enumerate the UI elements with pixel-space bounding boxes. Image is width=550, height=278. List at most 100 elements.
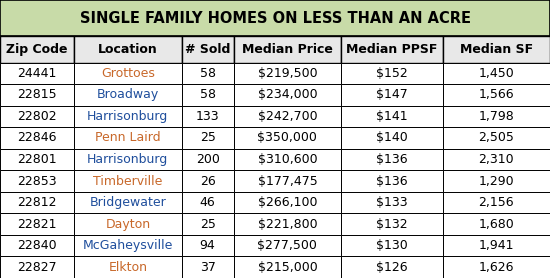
Bar [234, 170, 341, 192]
Bar [0, 170, 74, 192]
Text: $147: $147 [376, 88, 408, 101]
Text: $132: $132 [376, 218, 408, 231]
Bar [182, 106, 234, 127]
Text: $136: $136 [376, 175, 408, 188]
Bar [341, 213, 443, 235]
Bar [341, 36, 443, 63]
Text: Penn Laird: Penn Laird [95, 131, 161, 145]
Bar [182, 84, 234, 106]
Text: $234,000: $234,000 [257, 88, 317, 101]
Bar [234, 213, 341, 235]
Bar [234, 235, 341, 256]
Text: 26: 26 [200, 175, 216, 188]
Bar [341, 170, 443, 192]
Bar [443, 256, 550, 278]
Bar [341, 127, 443, 149]
Bar [443, 63, 550, 84]
Text: $266,100: $266,100 [257, 196, 317, 209]
Bar [182, 36, 234, 63]
Text: Timberville: Timberville [93, 175, 163, 188]
Text: 22853: 22853 [17, 175, 57, 188]
Bar [74, 213, 182, 235]
Bar [0, 256, 74, 278]
Text: 25: 25 [200, 131, 216, 145]
Bar [74, 235, 182, 256]
Bar [74, 106, 182, 127]
Text: Median SF: Median SF [460, 43, 533, 56]
Bar [182, 235, 234, 256]
Bar [74, 192, 182, 214]
Bar [0, 106, 74, 127]
Bar [341, 84, 443, 106]
Bar [341, 63, 443, 84]
Text: 58: 58 [200, 67, 216, 80]
Text: Location: Location [98, 43, 158, 56]
Text: Zip Code: Zip Code [7, 43, 68, 56]
Bar [341, 256, 443, 278]
Bar [74, 63, 182, 84]
Text: 22815: 22815 [17, 88, 57, 101]
Text: 133: 133 [196, 110, 219, 123]
Text: 22812: 22812 [18, 196, 57, 209]
Bar [234, 149, 341, 170]
Bar [443, 127, 550, 149]
Text: 94: 94 [200, 239, 216, 252]
Bar [182, 63, 234, 84]
Bar [74, 256, 182, 278]
Text: $140: $140 [376, 131, 408, 145]
Bar [182, 213, 234, 235]
Bar [443, 149, 550, 170]
Bar [443, 36, 550, 63]
Bar [74, 149, 182, 170]
Bar [182, 170, 234, 192]
Bar [0, 63, 74, 84]
Bar [0, 213, 74, 235]
Bar [182, 192, 234, 214]
Text: 1,941: 1,941 [478, 239, 514, 252]
Bar [182, 127, 234, 149]
Text: 1,450: 1,450 [478, 67, 514, 80]
Text: SINGLE FAMILY HOMES ON LESS THAN AN ACRE: SINGLE FAMILY HOMES ON LESS THAN AN ACRE [80, 11, 470, 26]
Bar [341, 106, 443, 127]
Bar [0, 192, 74, 214]
Text: 1,566: 1,566 [478, 88, 514, 101]
Bar [234, 192, 341, 214]
Bar [443, 106, 550, 127]
Text: 1,290: 1,290 [478, 175, 514, 188]
Bar [0, 36, 74, 63]
Bar [341, 235, 443, 256]
Text: $177,475: $177,475 [257, 175, 317, 188]
Bar [443, 84, 550, 106]
Text: Median Price: Median Price [242, 43, 333, 56]
Text: 24441: 24441 [18, 67, 57, 80]
Text: # Sold: # Sold [185, 43, 230, 56]
Text: 2,505: 2,505 [478, 131, 514, 145]
Text: $133: $133 [376, 196, 408, 209]
Bar [234, 36, 341, 63]
Bar [0, 127, 74, 149]
Bar [443, 235, 550, 256]
Bar [0, 235, 74, 256]
Text: $126: $126 [376, 261, 408, 274]
Bar [234, 84, 341, 106]
Text: 1,626: 1,626 [478, 261, 514, 274]
Text: $136: $136 [376, 153, 408, 166]
Text: Bridgewater: Bridgewater [90, 196, 166, 209]
Text: $350,000: $350,000 [257, 131, 317, 145]
Text: $219,500: $219,500 [257, 67, 317, 80]
Text: Broadway: Broadway [97, 88, 159, 101]
Text: Median PPSF: Median PPSF [346, 43, 438, 56]
Text: 22821: 22821 [18, 218, 57, 231]
Text: $152: $152 [376, 67, 408, 80]
Text: $310,600: $310,600 [257, 153, 317, 166]
Bar [234, 127, 341, 149]
Text: McGaheysville: McGaheysville [82, 239, 173, 252]
Text: 1,680: 1,680 [478, 218, 514, 231]
Bar [74, 84, 182, 106]
Bar [74, 170, 182, 192]
Text: Elkton: Elkton [108, 261, 147, 274]
Text: 46: 46 [200, 196, 216, 209]
Bar [234, 63, 341, 84]
Bar [341, 149, 443, 170]
Bar [443, 170, 550, 192]
